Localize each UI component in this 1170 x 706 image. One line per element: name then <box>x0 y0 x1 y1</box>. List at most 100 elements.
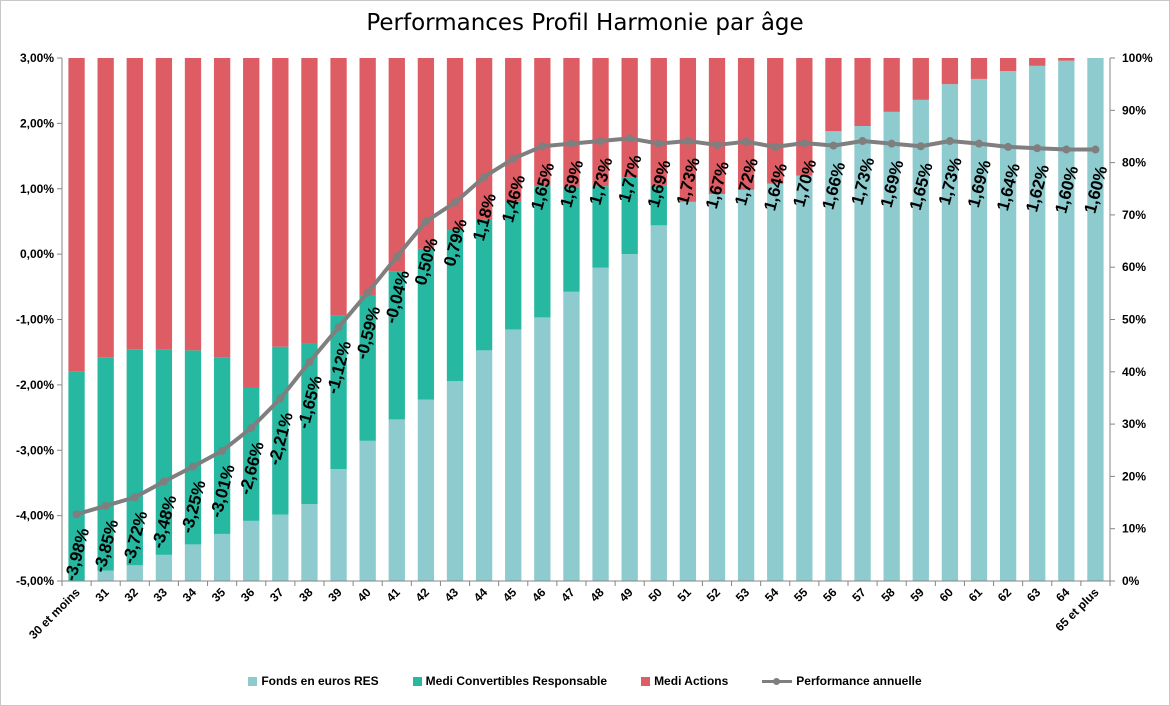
bar-fonds-euros <box>243 520 260 581</box>
legend-fonds-euros: Fonds en euros RES <box>248 674 379 688</box>
performance-data-label: 0,79% <box>440 217 471 268</box>
y-right-tick-label: 100% <box>1122 51 1153 65</box>
x-tick-label: 40 <box>354 585 374 605</box>
bar-fonds-euros <box>155 554 173 581</box>
performance-data-label: -3,72% <box>119 509 151 566</box>
bar-fonds-euros <box>97 570 114 581</box>
bar-fonds-euros <box>301 504 318 581</box>
bar-medi-actions <box>592 58 609 187</box>
x-tick-label: 59 <box>908 585 928 605</box>
performance-data-label: 1,60% <box>1081 164 1112 215</box>
performance-point <box>480 172 489 181</box>
bar-medi-actions <box>446 58 464 231</box>
performance-data-label: 0,50% <box>411 236 442 287</box>
y-left-tick-label: -2,00% <box>16 378 54 392</box>
bar-medi-actions <box>534 58 551 187</box>
bar-fonds-euros <box>679 201 697 581</box>
bar-medi-actions <box>388 58 405 272</box>
performance-data-label: 1,67% <box>702 159 733 210</box>
performance-point <box>421 217 430 226</box>
performance-point <box>800 138 809 147</box>
x-tick-label: 58 <box>878 585 898 605</box>
bar-medi-actions <box>679 58 697 202</box>
bar-medi-actions <box>970 58 988 79</box>
bar-medi-actions <box>650 58 667 186</box>
performance-data-label: 1,73% <box>673 155 704 206</box>
y-left-tick-label: -4,00% <box>16 509 54 523</box>
bar-medi-convertibles <box>97 357 114 571</box>
bar-medi-convertibles <box>301 343 318 505</box>
x-tick-label: 32 <box>122 585 142 605</box>
legend-medi-convertibles: Medi Convertibles Responsable <box>412 674 607 688</box>
bar-medi-convertibles <box>650 185 667 226</box>
performance-data-label: -3,98% <box>61 526 93 583</box>
bar-fonds-euros <box>650 225 667 582</box>
bar-fonds-euros <box>184 544 202 581</box>
performance-data-label: 1,70% <box>789 157 820 208</box>
performance-data-label: -0,59% <box>352 304 384 361</box>
bar-medi-convertibles <box>243 387 260 521</box>
performance-point <box>683 137 692 146</box>
y-left-tick-label: 1,00% <box>20 182 54 196</box>
performance-data-label: -1,65% <box>294 374 326 431</box>
performance-point <box>1062 145 1071 154</box>
x-tick-label: 42 <box>413 585 433 605</box>
y-right-tick-label: 0% <box>1122 574 1140 588</box>
bar-medi-convertibles <box>417 248 435 400</box>
bar-medi-actions <box>243 58 260 388</box>
bar-medi-convertibles <box>621 177 638 255</box>
bar-medi-actions <box>796 58 813 176</box>
x-tick-label: 36 <box>238 585 258 605</box>
x-tick-label: 38 <box>296 585 316 605</box>
bar-fonds-euros <box>767 183 784 581</box>
bar-fonds-euros <box>796 175 813 582</box>
x-tick-label: 49 <box>616 585 636 605</box>
bar-fonds-euros <box>446 381 464 581</box>
performance-data-label: 1,77% <box>615 153 646 204</box>
bar-medi-convertibles <box>126 349 143 566</box>
x-tick-label: 62 <box>995 585 1015 605</box>
x-tick-label: 50 <box>646 585 666 605</box>
y-left-tick-label: -1,00% <box>16 313 54 327</box>
bar-fonds-euros <box>1058 60 1075 582</box>
y-right-tick-label: 60% <box>1122 260 1146 274</box>
x-tick-label: 54 <box>762 585 782 605</box>
performance-data-label: 1,73% <box>935 155 966 206</box>
performance-point <box>159 477 168 486</box>
bar-fonds-euros <box>970 78 988 582</box>
performance-point <box>742 137 751 146</box>
bar-medi-convertibles <box>184 350 202 545</box>
bar-fonds-euros <box>825 131 842 581</box>
legend-label: Fonds en euros RES <box>261 674 379 688</box>
performance-point <box>567 139 576 148</box>
x-tick-label: 56 <box>820 585 840 605</box>
bar-medi-actions <box>155 58 173 350</box>
performance-data-label: 1,18% <box>469 191 500 242</box>
performance-point <box>130 493 139 502</box>
performance-data-label: 1,69% <box>964 158 995 209</box>
bar-medi-actions <box>1058 58 1075 61</box>
performance-point <box>189 462 197 471</box>
bar-fonds-euros <box>999 71 1017 581</box>
x-tick-label: 48 <box>587 585 607 605</box>
bar-medi-convertibles <box>505 201 522 330</box>
bar-fonds-euros <box>708 193 726 582</box>
performance-point <box>101 501 110 510</box>
y-right-tick-label: 20% <box>1122 469 1146 483</box>
bar-medi-actions <box>359 58 376 296</box>
bar-fonds-euros <box>1087 58 1104 581</box>
performance-point <box>1091 145 1100 154</box>
legend-swatch <box>248 676 258 686</box>
bar-medi-convertibles <box>534 186 551 318</box>
x-tick-label: 30 et moins <box>26 585 83 642</box>
performance-line <box>75 136 1096 517</box>
performance-point <box>218 446 227 455</box>
x-tick-label: 47 <box>558 585 578 605</box>
legend-performance: Performance annuelle <box>762 674 922 688</box>
bar-medi-convertibles <box>563 186 580 292</box>
x-tick-label: 39 <box>325 585 345 605</box>
x-tick-label: 51 <box>675 585 695 605</box>
bar-medi-convertibles <box>475 219 493 351</box>
bar-fonds-euros <box>854 125 871 582</box>
x-tick-label: 33 <box>151 585 171 605</box>
